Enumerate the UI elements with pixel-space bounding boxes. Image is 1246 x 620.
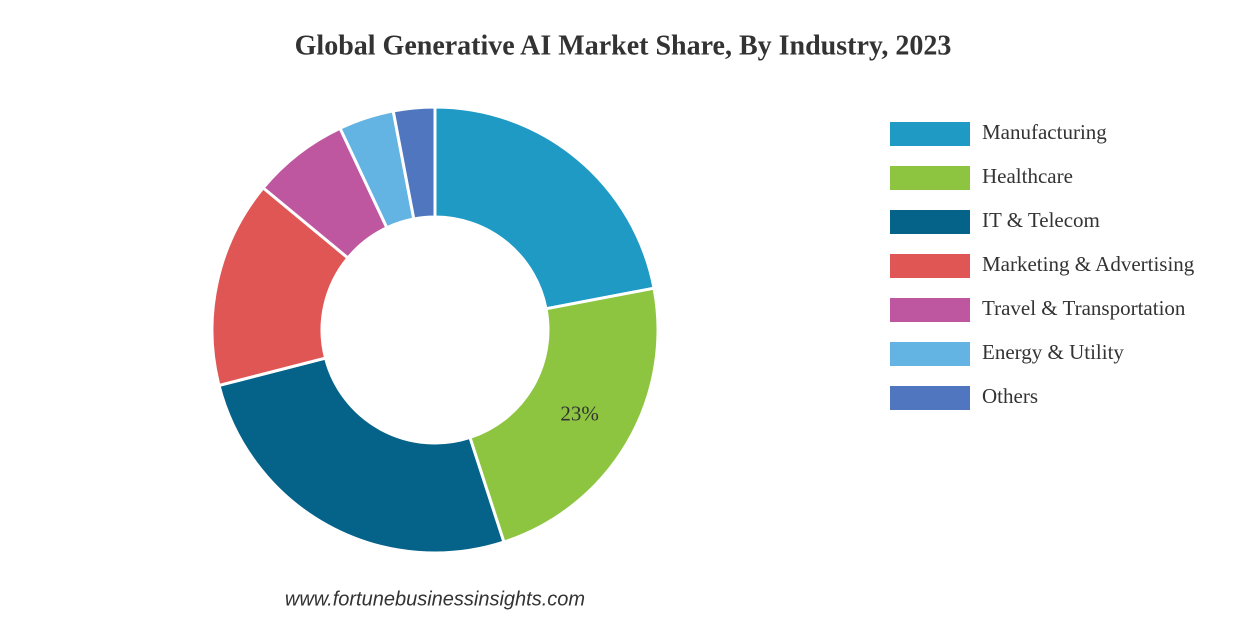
legend-label: Healthcare [982,164,1073,188]
legend-label: Travel & Transportation [982,296,1186,320]
slice [217,356,506,555]
legend-label: Marketing & Advertising [982,252,1195,276]
slice [468,286,660,544]
legend-swatch [890,298,970,322]
legend-label: Manufacturing [982,120,1107,144]
chart-title: Global Generative AI Market Share, By In… [295,30,952,61]
slice [391,105,437,221]
legend-swatch [890,210,970,234]
data-label: 23% [560,401,599,425]
legend-label: IT & Telecom [982,208,1100,232]
legend-label: Others [982,384,1038,408]
legend-swatch [890,166,970,190]
legend-swatch [890,386,970,410]
source: www.fortunebusinessinsights.com [285,588,585,610]
legend-swatch [890,122,970,146]
legend-swatch [890,254,970,278]
legend-label: Energy & Utility [982,340,1124,364]
slice [433,105,656,311]
legend-swatch [890,342,970,366]
